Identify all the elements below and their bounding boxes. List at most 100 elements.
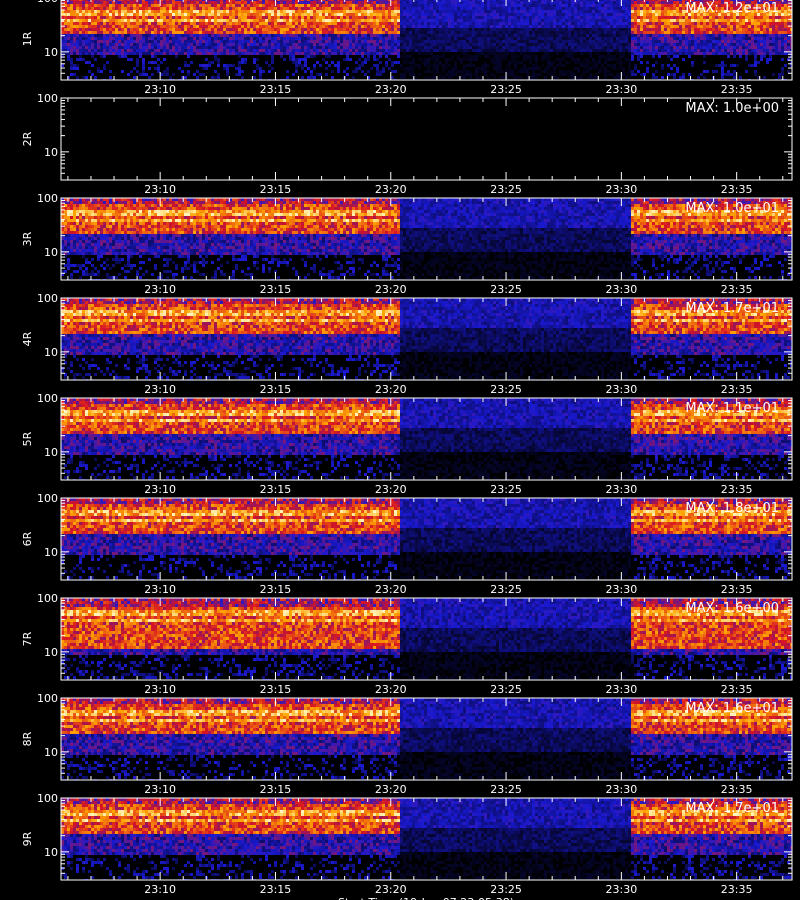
y-tick-label: 100 [37, 792, 58, 805]
max-label: MAX: 1.2e+01 [685, 1, 779, 16]
panel-4R: 100 10 23:10 23:15 23:20 23:25 23:30 23:35 4R MAX… [21, 292, 793, 396]
x-tick-label: 23:10 [144, 783, 176, 796]
x-tick-label: 23:15 [260, 483, 292, 496]
spectrogram-image [61, 698, 792, 780]
x-tick-label: 23:20 [375, 483, 407, 496]
x-tick-label: 23:20 [375, 183, 407, 196]
plot-frame [60, 97, 793, 181]
x-tick-label: 23:30 [606, 383, 638, 396]
max-label: MAX: 1.0e+00 [685, 101, 779, 116]
x-tick-label: 23:30 [606, 283, 638, 296]
y-tick-label: 10 [44, 46, 58, 59]
max-label: MAX: 1.6e+00 [685, 601, 779, 616]
y-tick-label: 10 [44, 546, 58, 559]
panel-label: 8R [21, 731, 34, 746]
x-tick-label: 23:10 [144, 183, 176, 196]
max-label: MAX: 1.6e+01 [685, 701, 779, 716]
panel-label: 1R [21, 31, 34, 46]
x-tick-label: 23:20 [375, 83, 407, 96]
x-tick-label: 23:10 [144, 683, 176, 696]
x-tick-label: 23:25 [490, 883, 522, 896]
x-tick-label: 23:15 [260, 383, 292, 396]
x-tick-label: 23:20 [375, 783, 407, 796]
plot-frame [60, 0, 793, 81]
x-tick-label: 23:35 [721, 583, 753, 596]
plot-frame [60, 597, 793, 681]
x-tick-label: 23:30 [606, 583, 638, 596]
plot-frame [60, 397, 793, 481]
x-tick-label: 23:25 [490, 683, 522, 696]
panel-label: 4R [21, 331, 34, 346]
panel-label: 3R [21, 231, 34, 246]
plot-frame [60, 297, 793, 381]
x-tick-label: 23:15 [260, 683, 292, 696]
x-tick-label: 23:35 [721, 383, 753, 396]
panel-label: 7R [21, 631, 34, 646]
y-tick-label: 10 [44, 846, 58, 859]
spectrogram-image [61, 98, 792, 180]
max-label: MAX: 1.0e+01 [685, 201, 779, 216]
spectrogram-image [61, 498, 792, 580]
x-tick-label: 23:25 [490, 783, 522, 796]
x-tick-label: 23:15 [260, 283, 292, 296]
panel-1R: 100 10 23:10 23:15 23:20 23:25 23:30 23:35 1R MAX… [21, 0, 793, 96]
spectrogram-image [61, 798, 792, 880]
x-tick-label: 23:10 [144, 483, 176, 496]
x-tick-label: 23:35 [721, 183, 753, 196]
x-tick-label: 23:15 [260, 583, 292, 596]
max-label: MAX: 1.7e+01 [685, 801, 779, 816]
spectrogram-image [61, 198, 792, 280]
plot-frame [60, 197, 793, 281]
panel-6R: 100 10 23:10 23:15 23:20 23:25 23:30 23:35 6R MAX… [21, 492, 793, 596]
x-tick-label: 23:20 [375, 883, 407, 896]
x-tick-label: 23:35 [721, 483, 753, 496]
panel-5R: 100 10 23:10 23:15 23:20 23:25 23:30 23:35 5R MAX… [21, 392, 793, 496]
plot-frame [60, 697, 793, 781]
plot-frame [60, 797, 793, 881]
x-tick-label: 23:10 [144, 283, 176, 296]
y-tick-label: 100 [37, 0, 58, 5]
x-tick-label: 23:30 [606, 483, 638, 496]
x-tick-label: 23:20 [375, 383, 407, 396]
y-tick-label: 100 [37, 292, 58, 305]
panel-label: 6R [21, 531, 34, 546]
x-tick-label: 23:25 [490, 583, 522, 596]
max-label: MAX: 1.8e+01 [685, 501, 779, 516]
x-tick-label: 23:35 [721, 883, 753, 896]
panel-label: 5R [21, 431, 34, 446]
x-tick-label: 23:35 [721, 683, 753, 696]
x-tick-label: 23:30 [606, 783, 638, 796]
x-tick-label: 23:25 [490, 183, 522, 196]
x-tick-label: 23:30 [606, 883, 638, 896]
panel-7R: 100 10 23:10 23:15 23:20 23:25 23:30 23:35 7R MAX… [21, 592, 793, 696]
y-tick-label: 100 [37, 592, 58, 605]
x-tick-label: 23:25 [490, 483, 522, 496]
y-tick-label: 100 [37, 392, 58, 405]
x-tick-label: 23:35 [721, 283, 753, 296]
x-tick-label: 23:35 [721, 783, 753, 796]
x-tick-label: 23:10 [144, 83, 176, 96]
y-tick-label: 100 [37, 192, 58, 205]
panel-label: 2R [21, 131, 34, 146]
x-tick-label: 23:30 [606, 83, 638, 96]
x-tick-label: 23:10 [144, 383, 176, 396]
y-tick-label: 10 [44, 246, 58, 259]
panel-2R: 100 10 23:10 23:15 23:20 23:25 23:30 23:35 2R MAX… [21, 92, 793, 196]
x-tick-label: 23:35 [721, 83, 753, 96]
x-tick-label: 23:25 [490, 283, 522, 296]
spectrogram-image [61, 398, 792, 480]
plot-frame [60, 497, 793, 581]
x-tick-label: 23:10 [144, 583, 176, 596]
x-tick-label: 23:20 [375, 283, 407, 296]
x-tick-label: 23:15 [260, 783, 292, 796]
max-label: MAX: 1.7e+01 [685, 301, 779, 316]
panel-9R: 100 10 23:10 23:15 23:20 23:25 23:30 23:35 9R MAX… [21, 792, 793, 896]
x-tick-label: 23:15 [260, 83, 292, 96]
y-tick-label: 10 [44, 146, 58, 159]
panel-3R: 100 10 23:10 23:15 23:20 23:25 23:30 23:35 3R MAX… [21, 192, 793, 296]
max-label: MAX: 1.1e+01 [685, 401, 779, 416]
spectrogram-image [61, 0, 792, 80]
y-tick-label: 10 [44, 346, 58, 359]
